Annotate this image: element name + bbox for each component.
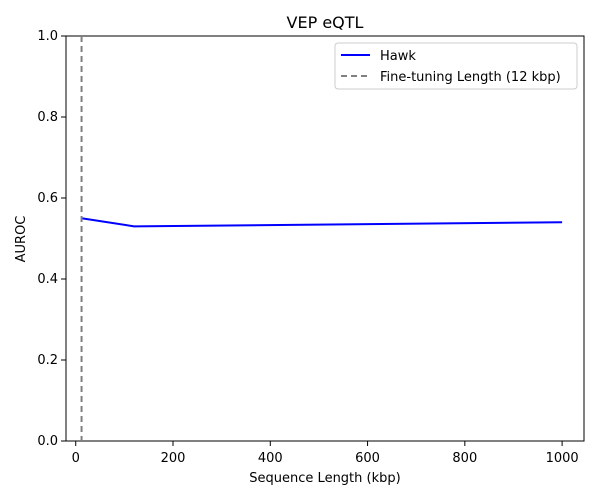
x-tick-label: 600 [355,451,380,466]
legend-box [334,42,578,90]
y-tick-label: 0.2 [37,353,58,368]
x-axis: 0 200 400 600 800 1000 [72,441,579,466]
x-tick-label: 200 [161,451,186,466]
x-tick-label: 0 [72,451,80,466]
x-tick-label: 400 [258,451,283,466]
legend-finetuning-label: Fine-tuning Length (12 kbp) [380,70,561,85]
y-tick-label: 0.8 [37,110,58,125]
y-axis-label: AUROC [14,216,29,263]
series-layer [80,36,563,441]
y-tick-label: 0.0 [37,434,58,449]
y-tick-label: 1.0 [37,29,58,44]
series-line-hawk [81,217,563,228]
legend: Hawk Fine-tuning Length (12 kbp) [334,42,578,90]
chart-title: VEP eQTL [287,13,364,32]
plot-frame [65,35,585,442]
y-tick-label: 0.6 [37,191,58,206]
legend-hawk-label: Hawk [380,49,416,64]
y-axis: 0.0 0.2 0.4 0.6 0.8 1.0 [37,29,66,449]
x-tick-label: 800 [452,451,477,466]
y-tick-label: 0.4 [37,272,58,287]
x-axis-label: Sequence Length (kbp) [249,471,400,486]
plot-area [65,35,585,442]
x-tick-label: 1000 [546,451,579,466]
